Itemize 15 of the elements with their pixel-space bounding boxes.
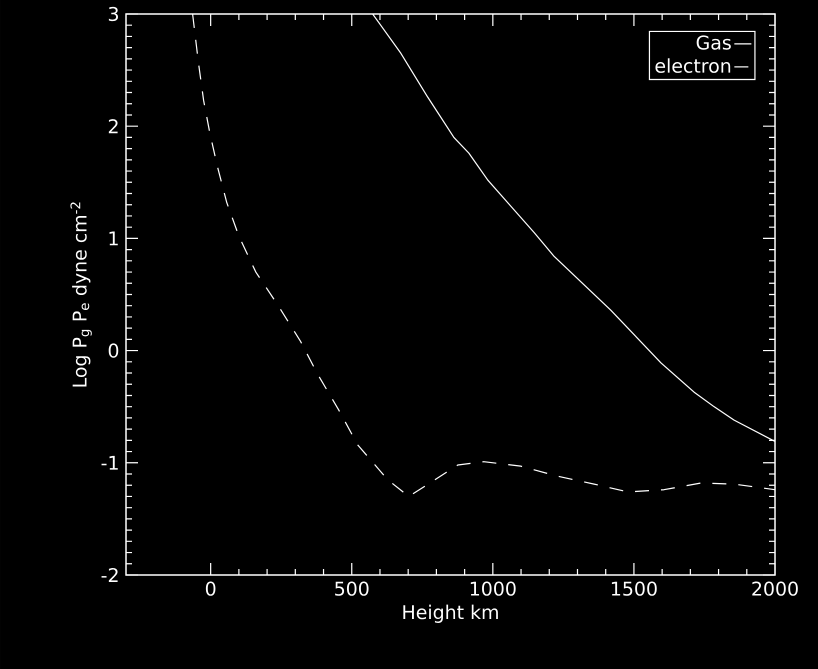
y-tick-label: -2 <box>102 568 118 582</box>
x-tick-label: 1500 <box>612 581 657 596</box>
y-tick-label: 1 <box>110 231 118 246</box>
y-tick-label: 0 <box>108 343 118 358</box>
y-tick-label: 3 <box>108 6 118 22</box>
x-tick-label: 0 <box>206 581 216 596</box>
legend-label: Gas <box>696 35 731 50</box>
x-tick-label: 1000 <box>470 581 516 596</box>
x-axis-title: Height km <box>403 604 498 623</box>
x-tick-label: 2000 <box>752 581 798 596</box>
y-tick-label: -1 <box>102 456 118 470</box>
y-tick-label: 2 <box>108 119 118 134</box>
legend-label: electron <box>655 58 730 73</box>
y-axis-title: Log P$_{g}$ P$_{e}$ dyne cm$^{-2}$ <box>70 202 92 386</box>
x-tick-label: 500 <box>335 581 369 596</box>
